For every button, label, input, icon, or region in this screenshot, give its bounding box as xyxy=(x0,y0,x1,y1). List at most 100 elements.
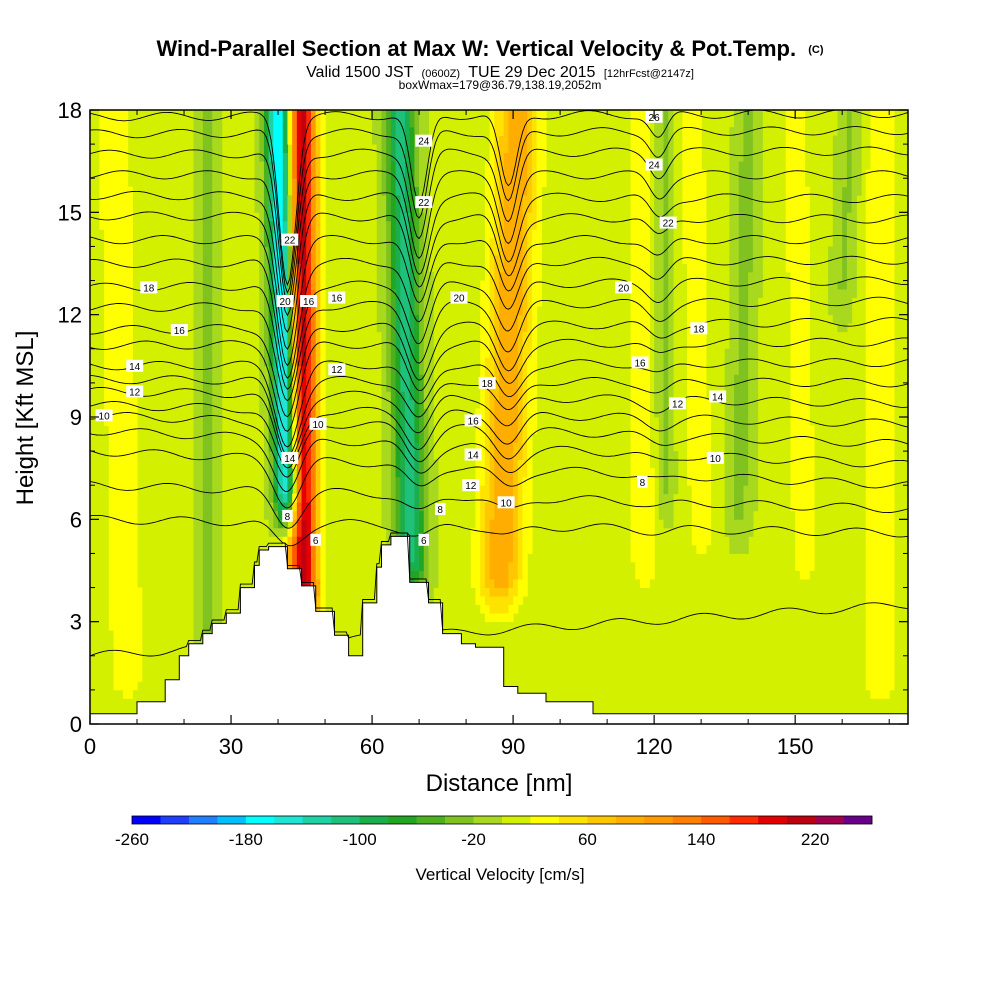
terrain-shape xyxy=(90,535,908,724)
velocity-cell xyxy=(513,579,519,597)
contour-label: 22 xyxy=(415,196,433,209)
subtitle-forecast: [12hrFcst@2147z] xyxy=(604,68,694,80)
isentrope-10 xyxy=(90,412,908,478)
velocity-cell xyxy=(292,493,298,503)
velocity-cell xyxy=(644,110,651,588)
velocity-cell xyxy=(531,110,538,230)
velocity-cell xyxy=(527,357,533,554)
y-tick-label: 3 xyxy=(70,610,82,635)
svg-text:10: 10 xyxy=(312,420,324,431)
x-axis: 0 30 60 90 120 150 xyxy=(84,110,890,759)
velocity-cell xyxy=(414,186,420,316)
velocity-cell xyxy=(517,459,524,580)
svg-text:16: 16 xyxy=(303,297,315,308)
velocity-cell xyxy=(198,110,204,708)
velocity-cell xyxy=(484,502,491,588)
contour-label: 6 xyxy=(310,533,321,547)
velocity-cell xyxy=(306,502,312,597)
velocity-cell xyxy=(390,289,397,418)
isentrope-25 xyxy=(90,126,908,294)
isentrope-8 xyxy=(90,449,908,509)
velocity-cell xyxy=(499,272,505,588)
svg-text:22: 22 xyxy=(418,198,430,209)
velocity-cell xyxy=(395,348,401,478)
isentrope-26 xyxy=(90,110,908,287)
isentrope-23 xyxy=(90,170,908,317)
colorbar-swatch xyxy=(644,816,674,824)
velocity-cell xyxy=(268,451,274,503)
velocity-cell xyxy=(701,169,707,554)
velocity-cell xyxy=(278,493,284,503)
velocity-cell xyxy=(842,289,848,333)
colorbar-swatch xyxy=(815,816,844,824)
colorbar-swatch xyxy=(786,816,816,824)
colorbar-swatch xyxy=(445,816,474,824)
isentrope-18 xyxy=(90,276,908,390)
colorbar-swatch xyxy=(843,816,873,824)
colorbar-tick-label: -20 xyxy=(461,830,486,849)
y-tick-label: 12 xyxy=(58,303,82,328)
velocity-cell xyxy=(292,178,298,247)
velocity-cell xyxy=(386,391,392,588)
isentrope-6 xyxy=(90,514,908,547)
velocity-cell xyxy=(499,110,505,136)
y-axis: 0 3 6 9 12 15 18 xyxy=(58,98,908,737)
velocity-cell xyxy=(663,493,669,529)
svg-text:20: 20 xyxy=(618,283,630,294)
velocity-cell xyxy=(489,613,495,623)
velocity-cell xyxy=(296,263,303,367)
velocity-cell xyxy=(470,527,477,588)
subtitle-valid: Valid 1500 JST xyxy=(306,64,414,81)
velocity-cell xyxy=(263,161,270,247)
velocity-cell xyxy=(292,417,298,469)
colorbar-tick-label: 140 xyxy=(687,830,715,849)
velocity-cell xyxy=(522,195,528,333)
velocity-cell xyxy=(310,289,317,606)
colorbar-swatch xyxy=(188,816,218,824)
colorbar-swatch xyxy=(701,816,730,824)
contour-label: 8 xyxy=(637,475,648,489)
svg-text:14: 14 xyxy=(129,362,141,373)
velocity-cell xyxy=(687,110,693,486)
velocity-cell xyxy=(536,110,542,307)
svg-text:6: 6 xyxy=(313,536,319,547)
svg-text:22: 22 xyxy=(284,236,296,247)
velocity-cell xyxy=(423,408,430,588)
velocity-cell xyxy=(654,110,660,418)
velocity-cell xyxy=(278,502,284,512)
svg-text:10: 10 xyxy=(501,498,513,509)
colorbar-swatch xyxy=(502,816,531,824)
velocity-cell xyxy=(287,195,293,247)
velocity-cell xyxy=(108,110,115,631)
velocity-cell xyxy=(705,399,712,546)
velocity-cell xyxy=(494,596,500,614)
velocity-cell xyxy=(122,110,129,699)
colorbar-swatch xyxy=(416,816,446,824)
contour-label: 10 xyxy=(706,451,724,465)
velocity-cell xyxy=(527,212,533,358)
velocity-cell xyxy=(489,110,495,239)
colorbar-tick-label: 220 xyxy=(801,830,829,849)
velocity-cell xyxy=(846,110,853,213)
svg-text:10: 10 xyxy=(99,411,111,422)
velocity-cell xyxy=(484,604,491,623)
velocity-cell xyxy=(513,442,519,580)
colorbar-tick-label: 60 xyxy=(578,830,597,849)
colorbar-swatch xyxy=(160,816,190,824)
isentrope-13 xyxy=(90,374,908,457)
isentrope-14 xyxy=(90,358,908,448)
velocity-cell xyxy=(851,110,857,299)
svg-text:12: 12 xyxy=(331,365,343,376)
contour-label: 16 xyxy=(328,291,346,305)
velocity-cell xyxy=(419,212,425,375)
velocity-cell xyxy=(292,510,298,520)
svg-text:Wind-Parallel Section at Max W: Wind-Parallel Section at Max W: Vertical… xyxy=(156,36,823,61)
velocity-cell xyxy=(282,306,289,495)
contour-label: 16 xyxy=(631,356,649,369)
velocity-cell xyxy=(875,110,881,699)
velocity-cell xyxy=(386,220,392,392)
velocity-cell xyxy=(508,604,514,623)
velocity-cell xyxy=(489,237,495,384)
velocity-cell xyxy=(517,579,524,606)
velocity-cell xyxy=(489,579,495,597)
